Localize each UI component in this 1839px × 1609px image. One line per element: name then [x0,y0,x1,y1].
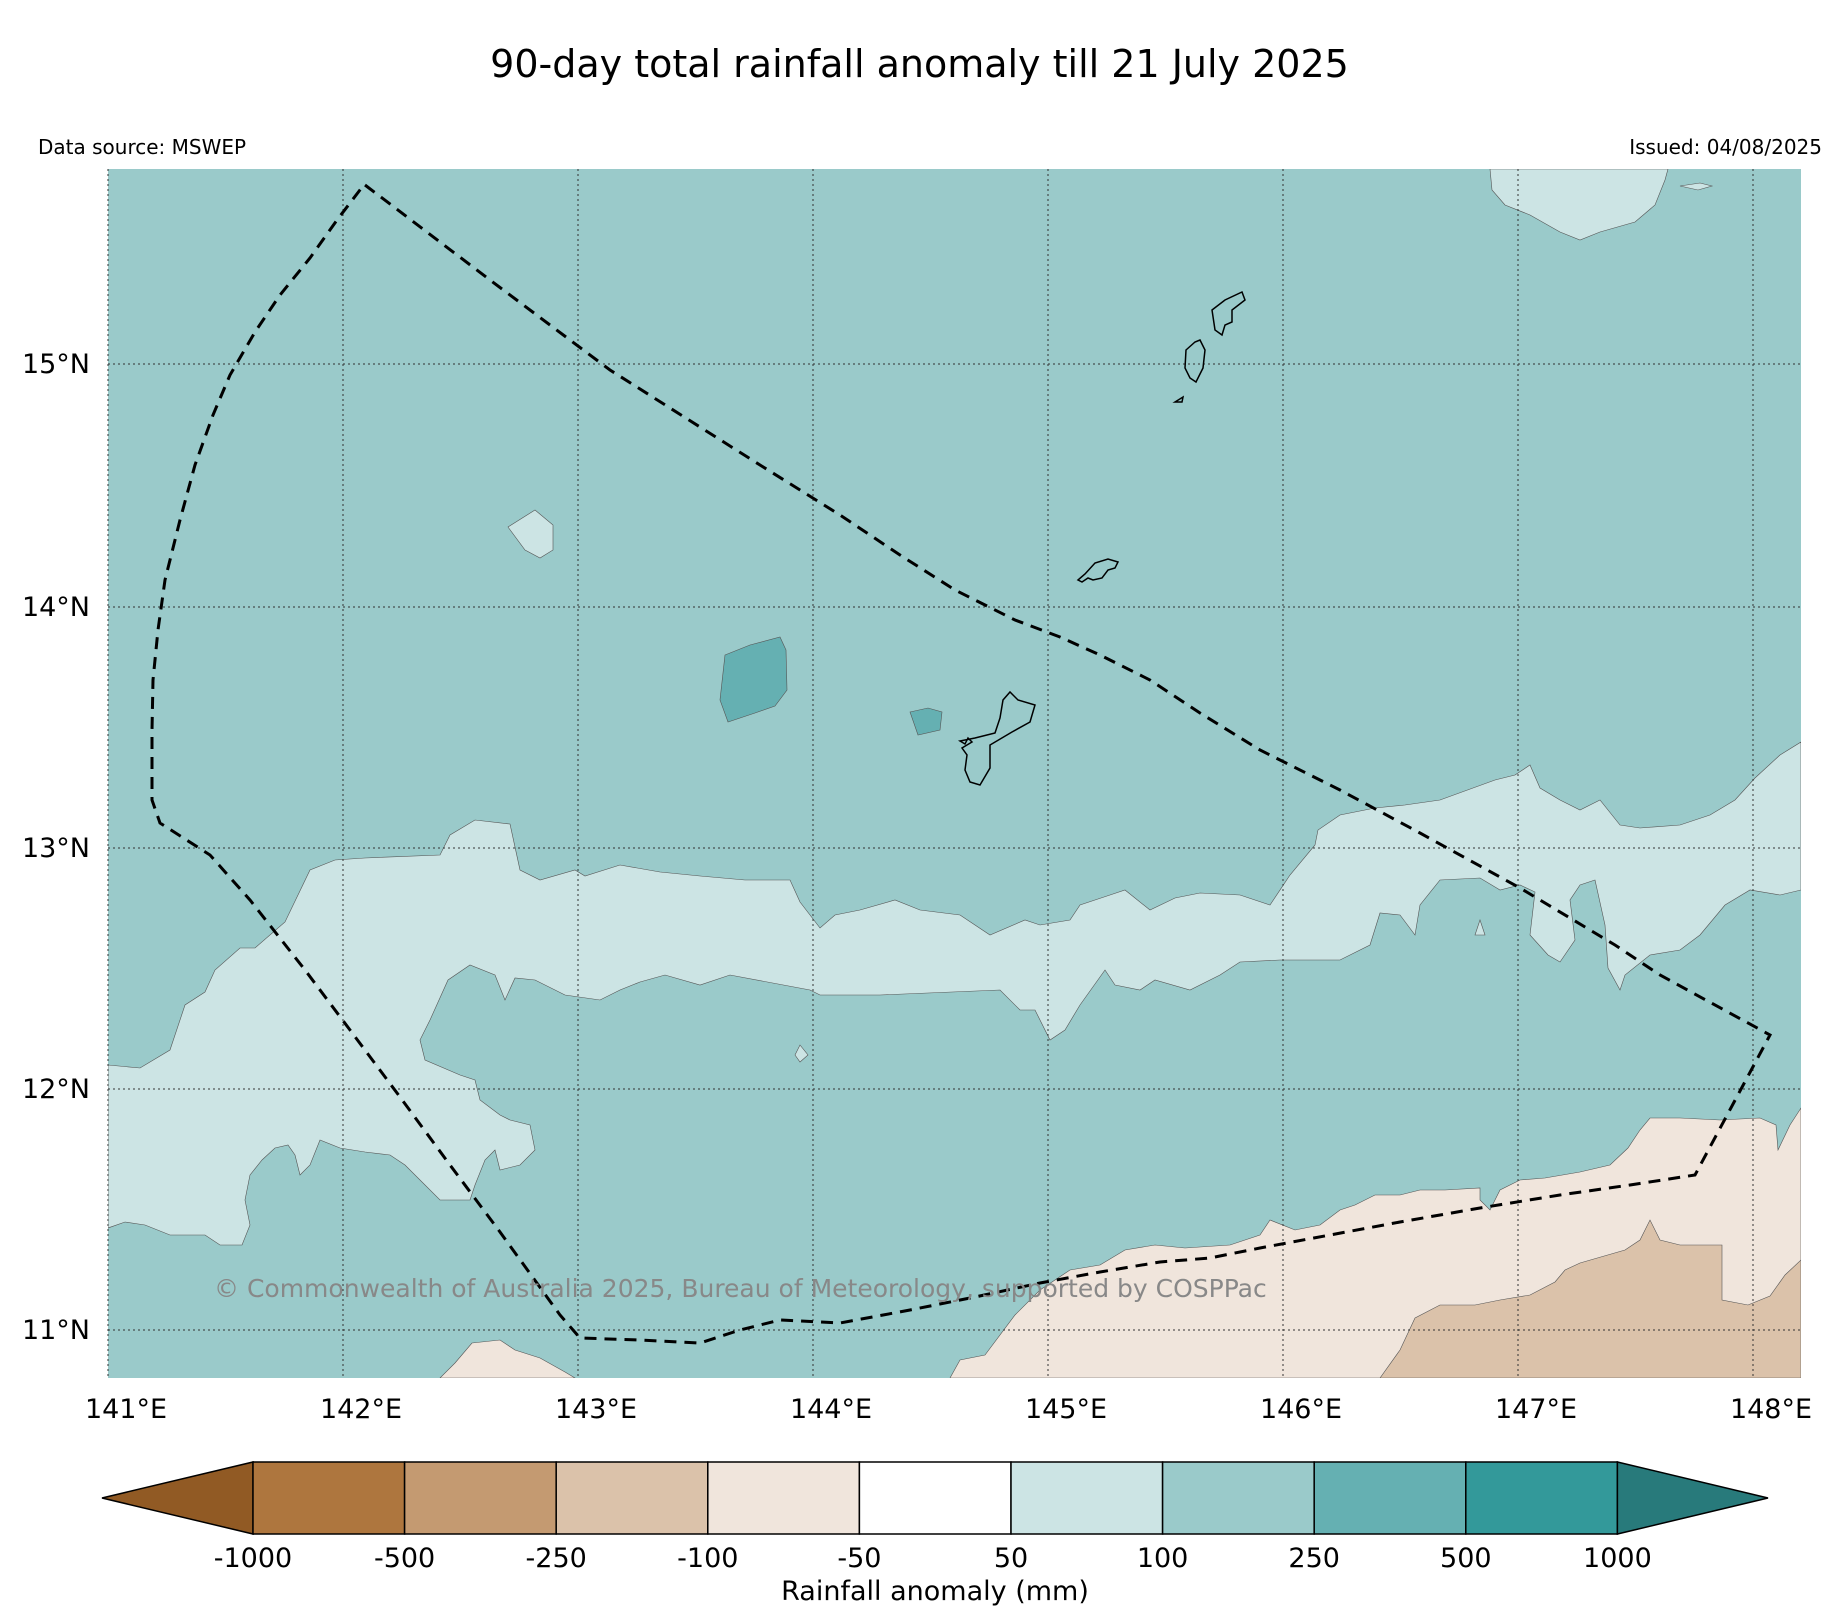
colorbar-tick-label: 250 [1288,1543,1340,1574]
lon-tick-147: 147°E [1495,1394,1577,1425]
lat-tick-11: 11°N [22,1315,90,1346]
lon-tick-144: 144°E [790,1394,872,1425]
anomaly-patch-light-west [507,509,554,559]
anomaly-band-dry-100-250 [1379,1219,1801,1378]
lat-tick-13: 13°N [22,833,90,864]
colorbar-bin-6 [1161,1461,1315,1535]
anomaly-patch-250-500-small [909,707,943,736]
colorbar-tick-label: 50 [994,1543,1028,1574]
island-aguijan [1172,395,1185,403]
anomaly-patch-tiny-1 [794,1044,809,1063]
lon-tick-148: 148°E [1730,1394,1812,1425]
lon-tick-labels: 141°E 142°E 143°E 144°E 145°E 146°E 147°… [85,1394,1812,1425]
colorbar-bin-8 [1465,1461,1619,1535]
anomaly-patch-dry-sw [439,1339,576,1378]
anomaly-band-50-100-north [1489,169,1669,241]
lon-tick-142: 142°E [320,1394,402,1425]
lat-tick-14: 14°N [22,592,90,623]
colorbar-bin-5 [1010,1461,1164,1535]
island-guam [957,690,1036,786]
island-rota [1076,558,1120,583]
colorbar-bin-4 [858,1461,1012,1535]
region-boundary [150,183,1773,1345]
anomaly-patch-small-ne [1679,182,1714,191]
data-source-label: Data source: MSWEP [38,135,247,159]
lon-tick-143: 143°E [555,1394,637,1425]
colorbar-tick-label: -100 [677,1543,738,1574]
map-title: 90-day total rainfall anomaly till 21 Ju… [490,42,1349,86]
copyright-text: © Commonwealth of Australia 2025, Bureau… [214,1274,1267,1303]
colorbar-bin-3 [707,1461,861,1535]
colorbar-tick-label: 1000 [1583,1543,1652,1574]
lat-tick-15: 15°N [22,349,90,380]
lon-tick-141: 141°E [85,1394,167,1425]
colorbar-tick-label: 500 [1440,1543,1492,1574]
lon-tick-145: 145°E [1025,1394,1107,1425]
colorbar: -1000 -500 -250 -100 -50 50 100 250 500 1000 [101,1461,1769,1574]
coastlines [957,290,1246,786]
colorbar-bin-0 [252,1461,406,1535]
colorbar-bin-7 [1313,1461,1467,1535]
colorbar-tick-label: -50 [837,1543,881,1574]
island-saipan [1211,290,1246,337]
anomaly-band-50-100 [108,741,1801,1246]
colorbar-tick-label: -500 [374,1543,435,1574]
map-panel [107,169,1801,1378]
issued-date-label: Issued: 04/08/2025 [1629,135,1822,159]
lon-tick-146: 146°E [1260,1394,1342,1425]
colorbar-tick-label: -1000 [214,1543,292,1574]
colorbar-title: Rainfall anomaly (mm) [781,1576,1089,1607]
lat-tick-12: 12°N [22,1074,90,1105]
anomaly-patch-tiny-2 [1474,919,1486,936]
colorbar-bin-2 [555,1461,709,1535]
lat-tick-labels: 15°N 14°N 13°N 12°N 11°N [22,349,90,1346]
lon-gridlines [107,169,1754,1378]
colorbar-extend-high [1616,1461,1769,1535]
colorbar-tick-label: 100 [1137,1543,1189,1574]
colorbar-bin-1 [403,1461,557,1535]
colorbar-extend-low [101,1461,254,1535]
anomaly-patch-250-500-large [719,636,788,723]
colorbar-tick-label: -250 [526,1543,587,1574]
lat-gridlines [108,363,1801,1331]
island-tinian [1184,339,1206,384]
